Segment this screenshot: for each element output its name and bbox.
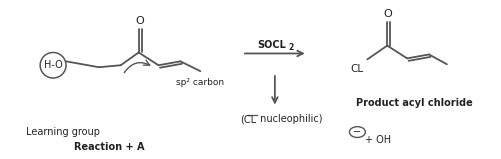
Text: nucleophilic): nucleophilic) xyxy=(257,114,323,124)
Text: O: O xyxy=(135,16,144,26)
Text: CL: CL xyxy=(351,64,364,74)
Text: Learning group: Learning group xyxy=(26,127,100,137)
Text: H-O: H-O xyxy=(44,60,63,70)
Text: Reaction + A: Reaction + A xyxy=(74,142,144,152)
Text: 2: 2 xyxy=(289,43,294,52)
Text: SOCL: SOCL xyxy=(258,40,286,50)
Text: −: − xyxy=(353,127,361,137)
Text: O: O xyxy=(384,9,393,19)
Text: Product acyl chloride: Product acyl chloride xyxy=(356,98,472,108)
Text: (CL: (CL xyxy=(240,114,256,124)
Text: + OH: + OH xyxy=(365,135,391,145)
Text: sp² carbon: sp² carbon xyxy=(176,78,224,87)
